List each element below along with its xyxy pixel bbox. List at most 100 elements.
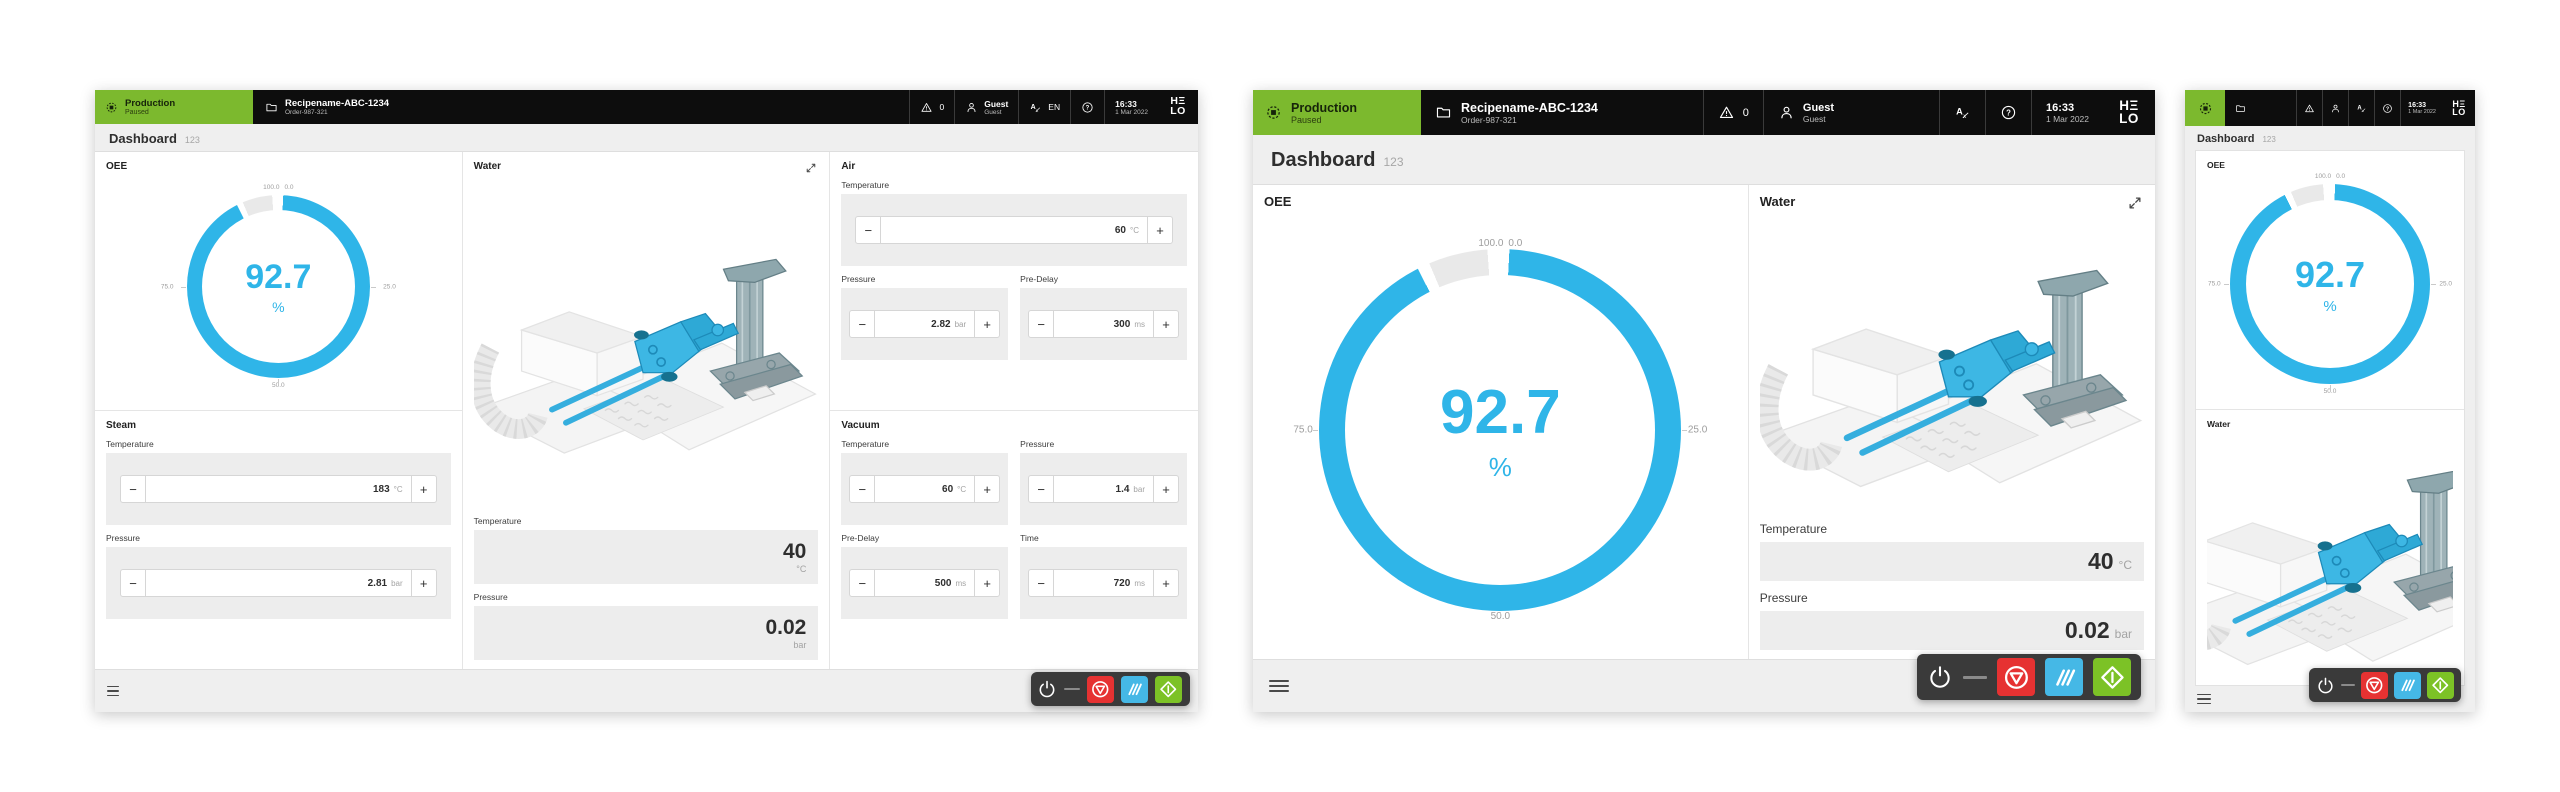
language-code: EN bbox=[1048, 102, 1061, 112]
increment-button[interactable]: + bbox=[1146, 216, 1173, 244]
column-2: Water Temperature 40 °C Pressure 0.02 bar bbox=[463, 152, 831, 669]
increment-button[interactable]: + bbox=[974, 569, 1001, 597]
clean-button[interactable] bbox=[2045, 658, 2083, 696]
vacuum-pressure-field: − 1.4 bar + bbox=[1020, 453, 1187, 525]
page-badge: 123 bbox=[2262, 135, 2276, 144]
language-button[interactable] bbox=[1939, 90, 1985, 135]
language-icon bbox=[2357, 104, 2366, 113]
alarm-triangle-icon bbox=[1719, 106, 1733, 119]
help-button[interactable] bbox=[1070, 90, 1104, 124]
increment-button[interactable]: + bbox=[974, 475, 1001, 503]
decrement-button[interactable]: − bbox=[849, 310, 876, 338]
user-button[interactable]: Guest Guest bbox=[1762, 90, 1848, 135]
start-button[interactable] bbox=[2427, 671, 2454, 699]
expand-icon[interactable] bbox=[2126, 194, 2144, 212]
air-pressure-input[interactable]: 2.82 bar bbox=[875, 310, 975, 338]
increment-button[interactable]: + bbox=[1152, 475, 1179, 503]
alarm-triangle-icon bbox=[921, 102, 933, 112]
start-button[interactable] bbox=[1155, 675, 1182, 703]
air-title: Air bbox=[841, 161, 856, 172]
menu-icon[interactable] bbox=[1269, 680, 1289, 692]
alarm-count: 0 bbox=[939, 102, 945, 112]
vacuum-time-input[interactable]: 720 ms bbox=[1054, 569, 1153, 597]
machine-3d-view bbox=[2207, 429, 2453, 676]
decrement-button[interactable]: − bbox=[1028, 310, 1055, 338]
menu-icon[interactable] bbox=[2197, 693, 2211, 705]
vacuum-temperature-field: − 60 °C + bbox=[841, 453, 1009, 525]
help-button[interactable] bbox=[2374, 90, 2400, 126]
vacuum-temperature-input[interactable]: 60 °C bbox=[875, 475, 975, 503]
increment-button[interactable]: + bbox=[974, 310, 1001, 338]
air-predelay-input[interactable]: 300 ms bbox=[1054, 310, 1153, 338]
clean-button[interactable] bbox=[1121, 675, 1148, 703]
vacuum-predelay-input[interactable]: 500 ms bbox=[875, 569, 975, 597]
language-button[interactable] bbox=[2348, 90, 2374, 126]
language-button[interactable]: EN bbox=[1018, 90, 1070, 124]
recipe-selector[interactable] bbox=[2225, 90, 2256, 126]
start-icon bbox=[2432, 676, 2449, 693]
vacuum-time-field: − 720 ms + bbox=[1020, 547, 1187, 619]
decrement-button[interactable]: − bbox=[1028, 569, 1055, 597]
column-3: Air Temperature − 60 °C + Pressure − bbox=[830, 152, 1198, 669]
user-icon bbox=[967, 102, 976, 112]
alarm-button[interactable]: 0 bbox=[909, 90, 954, 124]
production-status-button[interactable] bbox=[2185, 90, 2225, 126]
machine-control-bar bbox=[1031, 672, 1190, 706]
alarm-button[interactable] bbox=[2296, 90, 2322, 126]
language-icon bbox=[1030, 103, 1041, 113]
air-temperature-field: − 60 °C + bbox=[841, 194, 1187, 266]
expand-icon[interactable] bbox=[804, 161, 818, 175]
decrement-button[interactable]: − bbox=[1028, 475, 1055, 503]
air-card: Air Temperature − 60 °C + Pressure − bbox=[830, 152, 1198, 410]
user-name: Guest bbox=[984, 98, 1009, 109]
stop-button[interactable] bbox=[2361, 671, 2388, 699]
recipe-selector[interactable]: Recipename-ABC-1234 Order-987-321 bbox=[1421, 90, 1612, 135]
steam-temperature-input[interactable]: 183 °C bbox=[146, 475, 411, 503]
oee-value: 92.7 bbox=[2294, 253, 2366, 295]
increment-button[interactable]: + bbox=[1152, 569, 1179, 597]
help-icon bbox=[1082, 101, 1093, 113]
control-dash bbox=[1963, 675, 1987, 679]
start-button[interactable] bbox=[2093, 658, 2131, 696]
oee-unit: % bbox=[272, 299, 285, 315]
power-icon[interactable] bbox=[1927, 664, 1953, 690]
stop-button[interactable] bbox=[1997, 658, 2035, 696]
page-badge: 123 bbox=[1383, 155, 1404, 169]
alarm-button[interactable]: 0 bbox=[1702, 90, 1763, 135]
air-temperature-input[interactable]: 60 °C bbox=[881, 216, 1147, 244]
panel-mobile: 16:33 1 Mar 2022 HΞ LO Dashboard 123 OEE 10… bbox=[2185, 90, 2475, 712]
stop-button[interactable] bbox=[1087, 675, 1114, 703]
increment-button[interactable]: + bbox=[410, 475, 437, 503]
clean-button[interactable] bbox=[2394, 671, 2421, 699]
start-icon bbox=[1160, 680, 1177, 697]
water-title: Water bbox=[473, 161, 502, 172]
power-icon[interactable] bbox=[2316, 676, 2335, 695]
vacuum-title: Vacuum bbox=[841, 420, 880, 431]
increment-button[interactable]: + bbox=[410, 569, 437, 597]
oee-value: 92.7 bbox=[1440, 377, 1561, 447]
production-status-button[interactable]: Production Paused bbox=[1253, 90, 1421, 135]
decrement-button[interactable]: − bbox=[849, 569, 876, 597]
decrement-button[interactable]: − bbox=[849, 475, 876, 503]
menu-icon[interactable] bbox=[107, 685, 119, 697]
decrement-button[interactable]: − bbox=[120, 475, 146, 503]
water-card: Water Temperature 40 °C Pressure 0.02 bar bbox=[1749, 185, 2155, 659]
machine-3d-view bbox=[1760, 212, 2144, 512]
power-icon[interactable] bbox=[1037, 679, 1057, 699]
increment-button[interactable]: + bbox=[1152, 310, 1179, 338]
decrement-button[interactable]: − bbox=[855, 216, 882, 244]
helo-logo: HΞ LO bbox=[2119, 98, 2139, 126]
decrement-button[interactable]: − bbox=[120, 569, 146, 597]
oee-gauge: 100.00.0 25.0 75.0 50.0 92.7% bbox=[1293, 238, 1707, 622]
user-button[interactable]: Guest Guest bbox=[954, 90, 1018, 124]
help-button[interactable] bbox=[1985, 90, 2031, 135]
production-status-button[interactable]: Production Paused bbox=[95, 90, 253, 124]
recipe-selector[interactable]: Recipename-ABC-1234 Order-987-321 bbox=[253, 90, 401, 124]
record-state-icon bbox=[106, 102, 117, 112]
panel-tablet: Production Paused Recipename-ABC-1234 Orde… bbox=[1253, 90, 2155, 712]
steam-pressure-input[interactable]: 2.81 bar bbox=[146, 569, 411, 597]
user-button[interactable] bbox=[2322, 90, 2348, 126]
vacuum-pressure-input[interactable]: 1.4 bar bbox=[1054, 475, 1153, 503]
